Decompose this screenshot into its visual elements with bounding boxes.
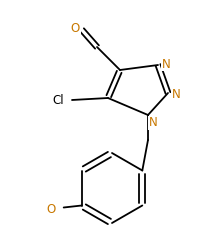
Text: O: O — [70, 21, 80, 35]
Text: N: N — [172, 88, 180, 100]
Text: N: N — [162, 58, 170, 70]
Text: O: O — [46, 203, 56, 216]
Text: N: N — [149, 116, 157, 129]
Text: Cl: Cl — [52, 94, 64, 108]
